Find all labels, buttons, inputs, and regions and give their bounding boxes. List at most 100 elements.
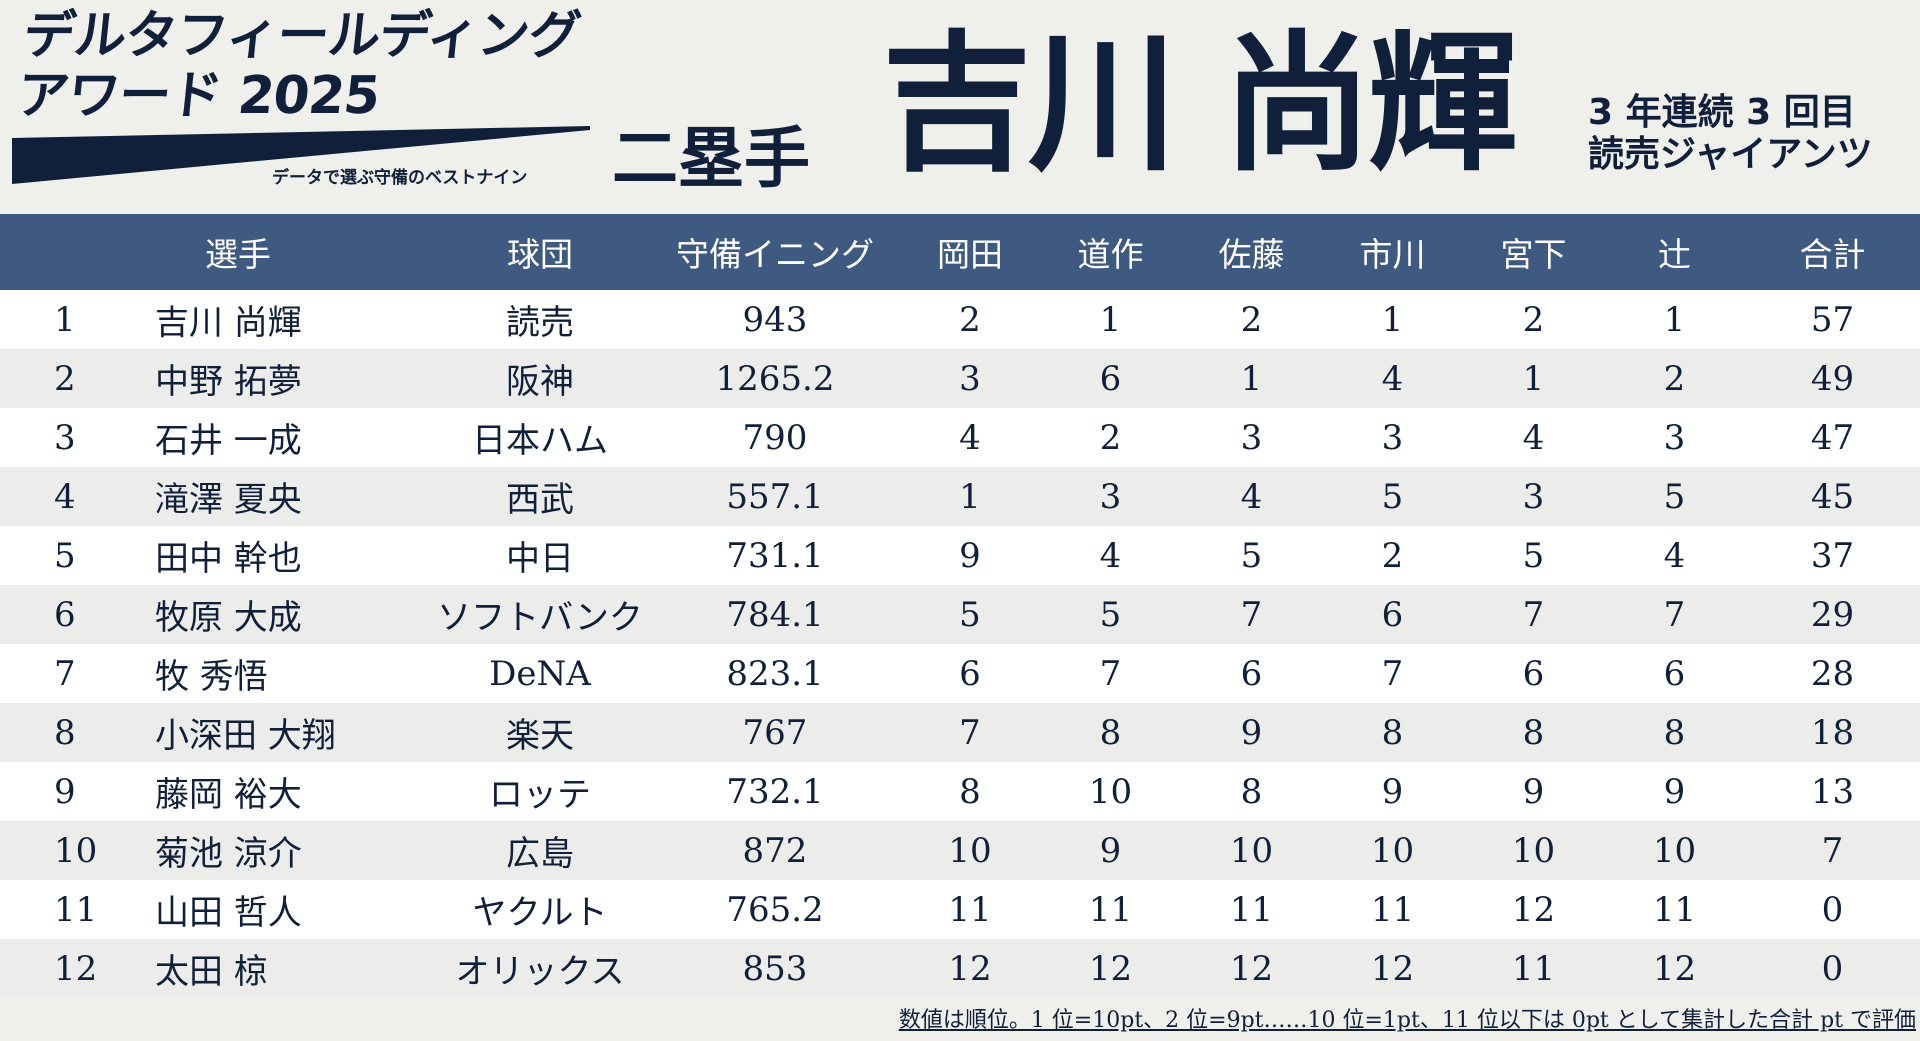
cell-miyashita: 7 [1522, 594, 1545, 635]
table-row: 5 田中 幹也 中日 731.1 9 4 5 2 5 4 37 [0, 526, 1920, 585]
cell-ichikawa: 3 [1381, 417, 1404, 458]
cell-okada: 4 [959, 417, 981, 458]
cell-ichikawa: 2 [1381, 535, 1404, 576]
cell-player: 吉川 尚輝 [155, 303, 302, 343]
cell-miyashita: 11 [1511, 948, 1556, 989]
cell-tsuji: 7 [1663, 594, 1686, 635]
cell-total: 28 [1810, 653, 1855, 694]
cell-total: 37 [1810, 535, 1855, 576]
cell-rank: 12 [54, 948, 98, 989]
cell-sato: 8 [1240, 771, 1263, 812]
cell-tsuji: 8 [1663, 712, 1686, 753]
cell-team: 読売 [506, 303, 574, 343]
cell-innings: 1265.2 [715, 358, 835, 399]
cell-rank: 9 [54, 771, 76, 812]
award-title-line1: デルタフィールディング [20, 6, 583, 66]
cell-sato: 5 [1240, 535, 1263, 576]
cell-rank: 8 [54, 712, 76, 753]
cell-rank: 5 [54, 535, 76, 576]
cell-miyashita: 2 [1522, 299, 1545, 340]
cell-dosaku: 6 [1099, 358, 1122, 399]
cell-tsuji: 2 [1663, 358, 1686, 399]
cell-dosaku: 7 [1099, 653, 1122, 694]
cell-miyashita: 10 [1511, 830, 1556, 871]
cell-rank: 10 [54, 830, 98, 871]
award-title: デルタフィールディング アワード 2025 [14, 6, 583, 126]
cell-player: 菊池 涼介 [155, 834, 302, 874]
cell-tsuji: 4 [1663, 535, 1686, 576]
header-rank [0, 214, 145, 290]
cell-player: 滝澤 夏央 [155, 480, 302, 520]
cell-okada: 5 [959, 594, 981, 635]
cell-miyashita: 3 [1522, 476, 1545, 517]
cell-player: 田中 幹也 [155, 539, 302, 579]
player-name: 吉川 尚輝 [882, 18, 1518, 192]
table-row: 6 牧原 大成 ソフトバンク 784.1 5 5 7 6 7 7 29 [0, 585, 1920, 644]
cell-sato: 1 [1240, 358, 1263, 399]
table-row: 10 菊池 涼介 広島 872 10 9 10 10 10 10 7 [0, 821, 1920, 880]
cell-player: 山田 哲人 [155, 893, 302, 933]
cell-ichikawa: 4 [1381, 358, 1404, 399]
cell-sato: 3 [1240, 417, 1263, 458]
cell-okada: 3 [959, 358, 981, 399]
cell-dosaku: 5 [1099, 594, 1122, 635]
cell-player: 太田 椋 [155, 952, 268, 992]
header-team: 球団 [507, 235, 573, 274]
cell-dosaku: 3 [1099, 476, 1122, 517]
cell-team: 楽天 [506, 716, 574, 756]
cell-ichikawa: 5 [1381, 476, 1404, 517]
cell-team: ソフトバンク [437, 598, 643, 638]
cell-okada: 1 [959, 476, 981, 517]
table-body: 1 吉川 尚輝 読売 943 2 1 2 1 2 1 57 2 中野 拓夢 阪神 1265.2 3 6 1 4 1 2 4… [0, 290, 1920, 998]
cell-total: 57 [1810, 299, 1855, 340]
ranking-table: 選手 球団 守備イニング 岡田 道作 佐藤 市川 宮下 辻 合計 1 吉川 尚輝 読… [0, 214, 1920, 998]
cell-player: 藤岡 裕大 [155, 775, 302, 815]
header-total: 合計 [1799, 235, 1866, 274]
cell-dosaku: 8 [1099, 712, 1122, 753]
cell-ichikawa: 1 [1381, 299, 1404, 340]
cell-sato: 4 [1240, 476, 1263, 517]
cell-team: ロッテ [489, 775, 591, 815]
cell-team: 広島 [506, 834, 574, 874]
cell-innings: 872 [742, 830, 808, 871]
footnote: 数値は順位。1 位=10pt、2 位=9pt……10 位=1pt、11 位以下は… [898, 1008, 1916, 1033]
cell-miyashita: 5 [1522, 535, 1545, 576]
cell-total: 49 [1810, 358, 1855, 399]
table-row: 3 石井 一成 日本ハム 790 4 2 3 3 4 3 47 [0, 408, 1920, 467]
table-header-row: 選手 球団 守備イニング 岡田 道作 佐藤 市川 宮下 辻 合計 [0, 214, 1920, 290]
table-row: 1 吉川 尚輝 読売 943 2 1 2 1 2 1 57 [0, 290, 1920, 349]
cell-team: 中日 [506, 539, 574, 579]
cell-total: 7 [1821, 830, 1844, 871]
cell-ichikawa: 6 [1381, 594, 1404, 635]
cell-player: 牧 秀悟 [155, 657, 268, 697]
cell-okada: 12 [948, 948, 992, 989]
header-okada: 岡田 [937, 235, 1003, 274]
cell-okada: 7 [959, 712, 981, 753]
cell-innings: 731.1 [726, 535, 824, 576]
cell-dosaku: 1 [1099, 299, 1122, 340]
cell-dosaku: 10 [1088, 771, 1133, 812]
table-row: 4 滝澤 夏央 西武 557.1 1 3 4 5 3 5 45 [0, 467, 1920, 526]
consecutive-label: 3 年連続 3 回目 [1588, 92, 1856, 133]
cell-rank: 6 [54, 594, 76, 635]
cell-miyashita: 8 [1522, 712, 1545, 753]
cell-player: 石井 一成 [155, 421, 302, 461]
player-info: 3 年連続 3 回目 読売ジャイアンツ [1588, 92, 1873, 176]
cell-tsuji: 12 [1652, 948, 1697, 989]
cell-total: 0 [1821, 948, 1844, 989]
cell-okada: 10 [948, 830, 992, 871]
award-subtitle: データで選ぶ守備のベストナイン [272, 168, 528, 188]
cell-innings: 557.1 [726, 476, 824, 517]
cell-rank: 3 [54, 417, 76, 458]
cell-miyashita: 1 [1522, 358, 1545, 399]
header-player: 選手 [205, 235, 271, 274]
header-miyashita: 宮下 [1500, 235, 1567, 274]
cell-total: 29 [1810, 594, 1855, 635]
cell-sato: 10 [1229, 830, 1274, 871]
table-row: 8 小深田 大翔 楽天 767 7 8 9 8 8 8 18 [0, 703, 1920, 762]
cell-player: 小深田 大翔 [155, 716, 336, 756]
header: デルタフィールディング アワード 2025 データで選ぶ守備のベストナイン 二塁… [0, 0, 1920, 214]
cell-tsuji: 10 [1652, 830, 1697, 871]
cell-rank: 11 [54, 889, 98, 930]
cell-miyashita: 12 [1511, 889, 1556, 930]
